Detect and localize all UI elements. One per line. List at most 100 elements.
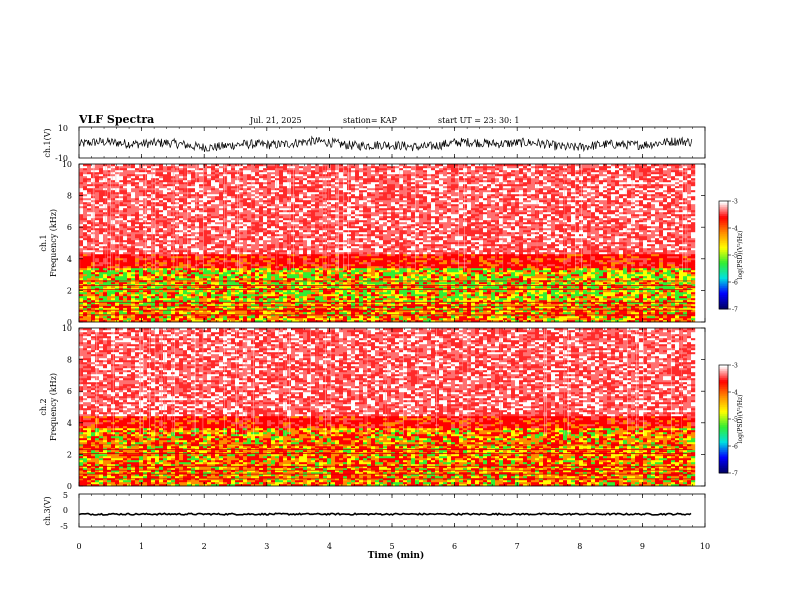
ch1-spec-cell	[191, 266, 196, 269]
ch1-spec-cell	[155, 268, 160, 271]
ch1-spec-cell	[195, 262, 200, 265]
ch1-spec-cell	[207, 306, 212, 309]
ch1-spec-cell	[355, 292, 360, 295]
ch1-spec-cell	[371, 260, 376, 263]
ch1-spec-cell	[651, 286, 656, 289]
ch1-spec-cell	[419, 296, 424, 299]
ch1-spec-cell	[631, 300, 636, 303]
ch1-spec-cell	[623, 284, 628, 287]
ch1-spec-cell	[79, 284, 84, 287]
ch1-spec-cell	[587, 282, 592, 285]
ch1-spec-cell	[691, 272, 696, 275]
ch1-spec-cell	[675, 306, 680, 309]
ch1-spec-cell	[279, 310, 284, 313]
ch1-spec-cell	[599, 294, 604, 297]
ch1-spec-cell	[363, 260, 368, 263]
ch1-spec-cell	[255, 296, 260, 299]
ch1-spec-cell	[539, 298, 544, 301]
ch1-spec-cell	[283, 310, 288, 313]
ch1-spec-cell	[651, 310, 656, 313]
ch1-spec-cell	[583, 282, 588, 285]
ch1-spec-cell	[351, 292, 356, 295]
ch1-spec-cell	[519, 298, 524, 301]
ch1-spec-cell	[319, 320, 324, 323]
ch1-spec-cell	[275, 312, 280, 315]
ch1-spec-cell	[591, 264, 596, 267]
ch1-spec-cell	[355, 282, 360, 285]
ch1-spec-cell	[319, 274, 324, 277]
ch1-spec-cell	[207, 270, 212, 273]
ch1-spec-cell	[287, 266, 292, 269]
ch1-spec-cell	[647, 270, 652, 273]
ch1-spec-cell	[655, 276, 660, 279]
ch1-spec-cell	[643, 318, 648, 321]
ch1-spec-cell	[679, 276, 684, 279]
ch1-spec-cell	[587, 318, 592, 321]
ch1-spec-cell	[639, 266, 644, 269]
ch1-spec-cell	[627, 310, 632, 313]
ch1-spec-cell	[519, 282, 524, 285]
ch1-spec-cell	[363, 278, 368, 281]
ch1-spec-cell	[587, 310, 592, 313]
ch1-spec-cell	[639, 296, 644, 299]
ch1-spec-cell	[187, 286, 192, 289]
ch1-spec-cell	[655, 278, 660, 281]
ch1-spec-cell	[499, 270, 504, 273]
ch1-spec-cell	[615, 282, 620, 285]
ch1-spec-cell	[315, 266, 320, 269]
ch1-spec-cell	[207, 258, 212, 261]
ch1-spec-cell	[599, 284, 604, 287]
ch1-spec-cell	[119, 318, 124, 321]
ch1-spec-cell	[319, 302, 324, 305]
ch1-spec-cell	[555, 282, 560, 285]
ch1-spec-cell	[631, 312, 636, 315]
ch1-spec-cell	[223, 318, 228, 321]
ch1-spec-cell	[479, 262, 484, 265]
ch1-spec-cell	[683, 266, 688, 269]
ch1-spec-cell	[515, 302, 520, 305]
ch1-spec-cell	[583, 294, 588, 297]
ch1-spec-cell	[463, 296, 468, 299]
ch1-spec-cell	[307, 316, 312, 319]
ch1-spec-cell	[387, 308, 392, 311]
ch1-spec-cell	[607, 266, 612, 269]
ch1-spec-cell	[487, 262, 492, 265]
ch1-spec-cell	[339, 266, 344, 269]
ch1-spec-cell	[483, 276, 488, 279]
ch1-spec-cell	[491, 266, 496, 269]
ch1-spec-cell	[215, 296, 220, 299]
ch1-spec-cell	[595, 312, 600, 315]
ch1-spec-cell	[423, 286, 428, 289]
ch1-spec-cell	[103, 308, 108, 311]
ch1-spec-cell	[627, 306, 632, 309]
ch1-spec-cell	[647, 316, 652, 319]
ch1-spec-cell	[343, 284, 348, 287]
ch1-spec-cell	[403, 268, 408, 271]
ch1-spec-cell	[487, 312, 492, 315]
ch1-spec-cell	[427, 268, 432, 271]
ch1-spec-cell	[419, 310, 424, 313]
ch1-spec-cell	[459, 284, 464, 287]
ch1-spec-cell	[459, 312, 464, 315]
ch1-spec-cell	[287, 294, 292, 297]
ch1-spec-cell	[347, 300, 352, 303]
ch1-spec-cell	[395, 290, 400, 293]
ch1-spec-cell	[623, 272, 628, 275]
ch1-spec-cell	[387, 268, 392, 271]
ch1-spec-cell	[355, 260, 360, 263]
ch1-spec-cell	[111, 258, 116, 261]
ch1-spec-cell	[135, 318, 140, 321]
ch1-spec-cell	[503, 298, 508, 301]
ch1-spec-cell	[275, 282, 280, 285]
ch1-spec-cell	[299, 318, 304, 321]
ch1-spec-cell	[127, 292, 132, 295]
ch1-spec-cell	[407, 270, 412, 273]
ch1-spec-cell	[531, 294, 536, 297]
ch1-spec-cell	[523, 302, 528, 305]
ch1-spec-cell	[671, 272, 676, 275]
ch1-spec-cell	[103, 304, 108, 307]
ch1-spec-cell	[267, 310, 272, 313]
ch1-spec-cell	[167, 262, 172, 265]
ch1-spec-cell	[363, 264, 368, 267]
ch1-spec-cell	[663, 266, 668, 269]
